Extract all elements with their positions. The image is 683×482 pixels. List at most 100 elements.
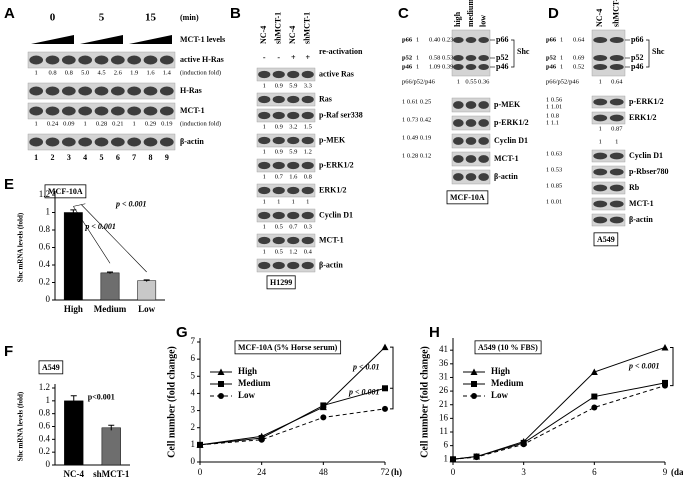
- band-signal: [78, 86, 93, 96]
- ratio-label: p66/p52/p46: [546, 78, 580, 85]
- band-signal: [593, 152, 608, 160]
- band-signal: [593, 55, 608, 61]
- y-tick-label: 0.2: [39, 277, 50, 287]
- quant-value: 1: [263, 148, 266, 155]
- significance-bracket: [81, 204, 147, 273]
- legend-label: Medium: [491, 378, 524, 388]
- band-signal: [287, 95, 300, 104]
- quant-value: 1: [263, 223, 266, 230]
- p-value: p < 0.001: [84, 222, 116, 231]
- marker: [473, 454, 480, 461]
- band-signal: [61, 137, 76, 147]
- panel-letter: D: [548, 5, 559, 22]
- quant-values: 1 0.61 0.25: [402, 98, 431, 105]
- band-signal: [453, 137, 464, 145]
- quant-value: 1: [277, 198, 280, 205]
- band-signal: [272, 136, 285, 145]
- y-tick-label: 0.6: [39, 421, 51, 431]
- band-signal: [609, 168, 624, 176]
- y-tick-label: 0: [191, 456, 196, 466]
- shc-label: Shc: [652, 47, 665, 56]
- x-tick-label: NC-4: [64, 469, 85, 479]
- band-signal: [301, 111, 314, 120]
- isoform-label: p52: [402, 54, 412, 61]
- column-label: shMCT-1: [274, 12, 283, 44]
- blot-band: [256, 108, 316, 123]
- band-signal: [609, 152, 624, 160]
- band-signal: [453, 37, 464, 43]
- protein-label: β-actin: [629, 215, 653, 224]
- legend-label: Low: [491, 390, 509, 400]
- column-label: shMCT-1: [303, 12, 312, 44]
- quant-value: 0.28: [96, 120, 107, 127]
- band-signal: [301, 186, 314, 195]
- band-signal: [465, 55, 477, 61]
- marker: [381, 343, 389, 351]
- band-signal: [258, 136, 271, 145]
- y-tick-label: 1: [191, 439, 196, 449]
- band-signal: [465, 64, 477, 70]
- label-box: [38, 360, 64, 375]
- ratio-value: 0.64: [611, 78, 623, 85]
- band-signal: [301, 236, 314, 245]
- y-tick-label: 0.2: [39, 446, 50, 456]
- y-tick-label: 6: [444, 440, 449, 450]
- protein-label: p-MEK: [494, 100, 521, 109]
- band-signal: [110, 137, 125, 147]
- quant-value: 1: [263, 198, 266, 205]
- quant-value: 1: [133, 120, 136, 127]
- band-signal: [609, 216, 624, 224]
- chart-title: MCF-10A: [48, 187, 83, 196]
- protein-label: p-Raf ser338: [319, 110, 363, 119]
- treatment-sign: +: [291, 53, 296, 62]
- band-signal: [272, 161, 285, 170]
- y-tick-label: 0: [46, 459, 51, 469]
- quant-value: 1: [416, 54, 419, 61]
- band-signal: [478, 101, 489, 109]
- brace: [646, 39, 650, 68]
- label-box: [234, 340, 342, 355]
- cell-line: A549: [597, 235, 615, 244]
- panel-letter: F: [4, 343, 13, 360]
- band-signal: [45, 55, 60, 65]
- isoform-label: p46: [546, 63, 557, 70]
- band-signal: [258, 161, 271, 170]
- panel-letter: G: [176, 324, 188, 341]
- band-signal: [143, 106, 158, 116]
- quant-values: 1 0.01: [546, 198, 562, 205]
- panel-letter: A: [4, 5, 15, 22]
- band-signal: [78, 55, 93, 65]
- p-value: p < 0.001: [348, 387, 380, 396]
- x-tick-label: 0: [198, 467, 203, 477]
- legend-label: Medium: [238, 378, 271, 388]
- significance-bracket: [390, 346, 394, 389]
- legend-label: High: [238, 366, 257, 376]
- quant-value: 1.5: [304, 123, 312, 130]
- panel-letter: C: [398, 5, 409, 22]
- band-signal: [453, 64, 464, 70]
- legend-marker: [217, 368, 225, 375]
- isoform-label: p46: [402, 63, 413, 70]
- quant-value: 0.21: [112, 120, 123, 127]
- lane-number: 5: [100, 153, 104, 162]
- y-tick-label: 3: [191, 405, 196, 415]
- quant-value: 0.64: [573, 36, 585, 43]
- error-bar: [108, 424, 115, 431]
- bar: [137, 280, 157, 301]
- chart-title: A549 (10 % FBS): [478, 343, 538, 352]
- band-signal: [593, 37, 608, 43]
- protein-label: p-MEK: [319, 135, 346, 144]
- x-tick-label: 9: [663, 467, 668, 477]
- band-signal: [287, 236, 300, 245]
- cell-line: MCF-10A: [450, 193, 485, 202]
- band-signal: [272, 186, 285, 195]
- band-signal: [593, 168, 608, 176]
- protein-label: p-ERK1/2: [494, 118, 529, 127]
- band-signal: [258, 70, 271, 79]
- band-signal: [593, 216, 608, 224]
- quant-value: 1: [599, 138, 602, 145]
- band-signal: [78, 137, 93, 147]
- protein-label: β-actin: [494, 172, 518, 181]
- quant-value: 1: [599, 125, 602, 132]
